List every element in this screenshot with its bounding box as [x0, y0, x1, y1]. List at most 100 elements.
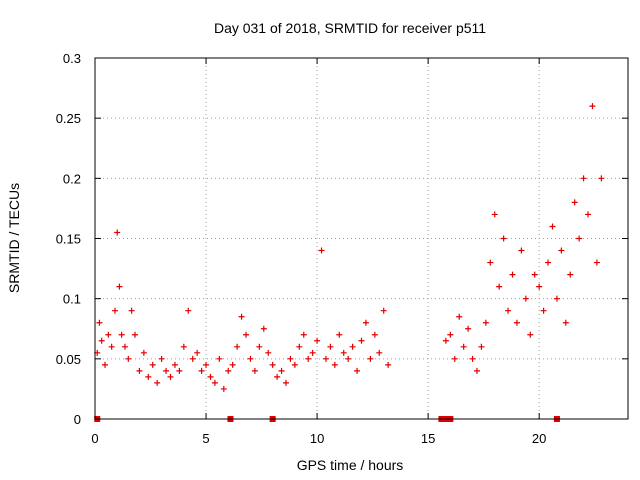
data-point [131, 331, 138, 338]
data-point [180, 343, 187, 350]
data-point [314, 337, 321, 344]
data-point [567, 271, 574, 278]
plot-frame [94, 57, 629, 420]
data-point [198, 367, 205, 374]
data-point [243, 331, 250, 338]
data-point [238, 313, 245, 320]
x-axis-label: GPS time / hours [297, 457, 404, 473]
data-point [234, 343, 241, 350]
x-tick-label: 10 [310, 431, 324, 446]
data-point [167, 373, 174, 380]
grid [95, 58, 628, 419]
data-point [345, 355, 352, 362]
data-point [203, 361, 210, 368]
y-ticks: 0 0.05 0.1 0.15 0.2 0.25 0.3 [56, 51, 628, 427]
data-point [585, 211, 592, 218]
data-point [154, 379, 161, 386]
y-tick-label: 0.2 [63, 171, 81, 186]
data-point [531, 271, 538, 278]
data-point [571, 199, 578, 206]
data-point [589, 103, 596, 110]
x-ticks: 0 5 10 15 20 [91, 58, 546, 446]
data-point [322, 355, 329, 362]
data-point [225, 367, 232, 374]
chart-title: Day 031 of 2018, SRMTID for receiver p51… [214, 20, 486, 36]
data-point [513, 319, 520, 326]
data-point [158, 355, 165, 362]
data-point [447, 331, 454, 338]
data-point [105, 331, 112, 338]
data-point [553, 295, 560, 302]
data-point [305, 355, 312, 362]
data-point [593, 259, 600, 266]
data-point [522, 295, 529, 302]
x-tick-label: 15 [421, 431, 435, 446]
data-point [469, 355, 476, 362]
data-point [116, 283, 123, 290]
data-point [260, 325, 267, 332]
data-point [282, 379, 289, 386]
data-point [251, 367, 258, 374]
data-point [487, 259, 494, 266]
data-point [545, 259, 552, 266]
data-point [460, 343, 467, 350]
data-point [229, 361, 236, 368]
data-point [291, 361, 298, 368]
data-point [518, 247, 525, 254]
data-point [300, 331, 307, 338]
data-point [287, 355, 294, 362]
data-point [118, 331, 125, 338]
data-point [171, 361, 178, 368]
data-point [207, 373, 214, 380]
data-point [540, 307, 547, 314]
data-point [598, 175, 605, 182]
data-point [558, 247, 565, 254]
data-point [101, 361, 108, 368]
data-point [265, 349, 272, 356]
data-point [176, 367, 183, 374]
data-point [354, 367, 361, 374]
data-point [371, 331, 378, 338]
x-tick-label: 20 [532, 431, 546, 446]
data-point [331, 361, 338, 368]
data-point [358, 337, 365, 344]
data-point [562, 319, 569, 326]
data-point [108, 343, 115, 350]
data-point [385, 361, 392, 368]
data-point [278, 367, 285, 374]
data-point [327, 343, 334, 350]
data-point [98, 337, 105, 344]
data-point [509, 271, 516, 278]
data-point [145, 373, 152, 380]
data-point [309, 349, 316, 356]
data-point [527, 331, 534, 338]
data-point [456, 313, 463, 320]
data-point [380, 307, 387, 314]
data-point [505, 307, 512, 314]
y-tick-label: 0.25 [56, 111, 81, 126]
data-point [478, 343, 485, 350]
data-point [121, 343, 128, 350]
data-point [185, 307, 192, 314]
data-point [274, 373, 281, 380]
data-point [336, 331, 343, 338]
y-tick-label: 0.05 [56, 352, 81, 367]
data-point [491, 211, 498, 218]
data-point [194, 349, 201, 356]
data-point [576, 235, 583, 242]
data-point [318, 247, 325, 254]
y-tick-label: 0 [74, 412, 81, 427]
data-point [296, 343, 303, 350]
data-point [189, 355, 196, 362]
x-tick-label: 0 [91, 431, 98, 446]
data-point [149, 361, 156, 368]
data-point [376, 349, 383, 356]
y-axis-label: SRMTID / TECUs [6, 183, 22, 293]
data-point [473, 367, 480, 374]
data-point [362, 319, 369, 326]
data-point [256, 343, 263, 350]
data-point [211, 379, 218, 386]
data-point [269, 361, 276, 368]
data-point [340, 349, 347, 356]
